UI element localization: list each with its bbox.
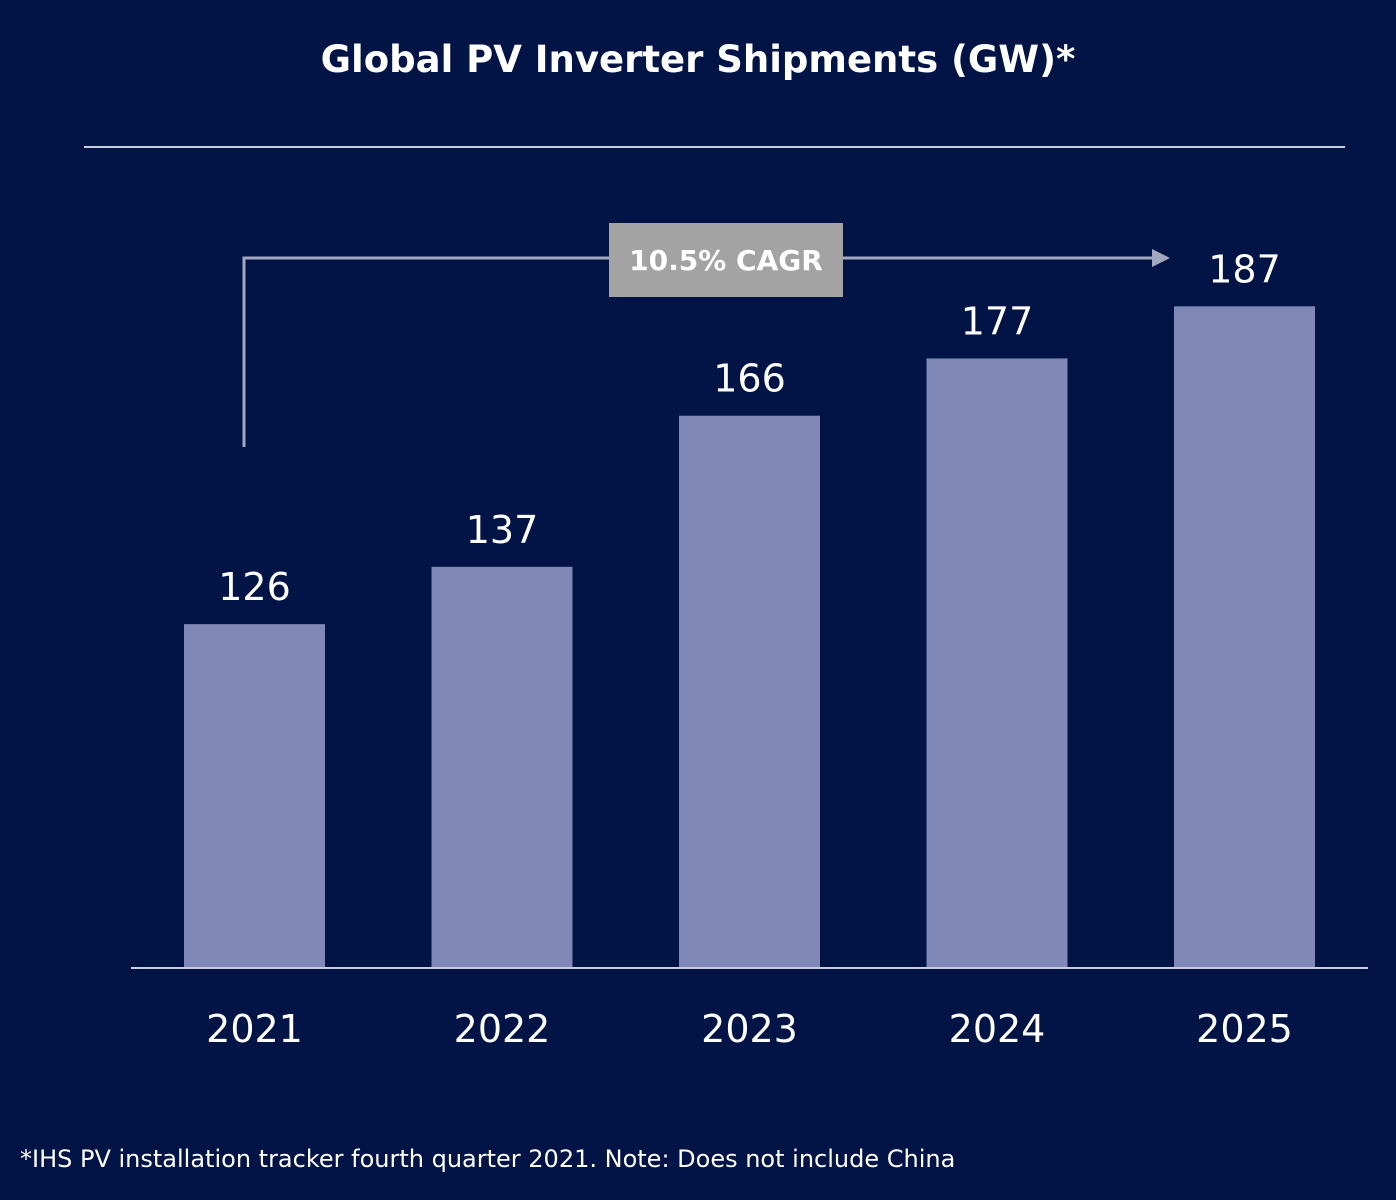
cagr-annotation: 10.5% CAGR [609,223,843,297]
x-tick-label: 2022 [454,1007,551,1051]
x-tick-label: 2021 [206,1007,303,1051]
bar-2021 [184,624,325,968]
bar-2024 [926,358,1068,968]
data-label: 187 [1208,247,1281,291]
x-tick-label: 2025 [1196,1007,1293,1051]
data-label: 126 [218,565,291,609]
x-tick-label: 2023 [701,1007,798,1051]
bar-2022 [431,566,573,968]
cagr-arrow-head [1152,249,1170,267]
bar-2025 [1174,306,1315,969]
x-tick-label: 2024 [949,1007,1046,1051]
cagr-arrow-line [242,256,1155,447]
data-label: 177 [961,299,1034,343]
title-divider [84,146,1345,148]
chart-title: Global PV Inverter Shipments (GW)* [320,38,1076,81]
data-label: 166 [713,357,786,401]
data-label: 137 [466,508,539,552]
bar-2023 [679,415,820,968]
footnote: *IHS PV installation tracker fourth quar… [20,1145,956,1173]
